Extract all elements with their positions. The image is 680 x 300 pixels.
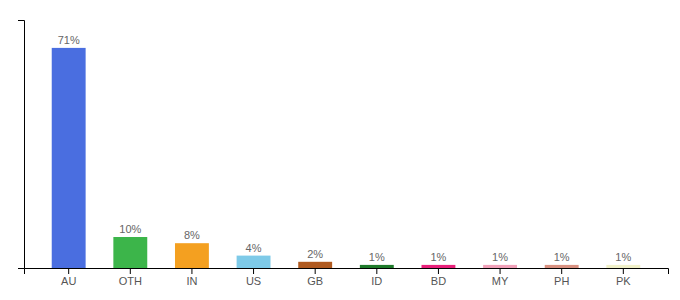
data-label: 1% [430, 251, 446, 263]
x-tick-mark [438, 268, 439, 274]
data-labels: 71% 10% 8% 4% 2% 1% 1% 1% 1% 1% [58, 34, 632, 263]
x-tick-mark [253, 268, 254, 274]
x-tick-mark [500, 268, 501, 274]
x-tick-label: IN [186, 275, 197, 287]
x-tick-label: BD [431, 275, 446, 287]
x-tick-mark [315, 268, 316, 274]
bar [237, 256, 271, 268]
x-tick: OTH [119, 268, 142, 287]
x-axis: AU OTH IN US GB ID BD MY PH PK [25, 268, 669, 287]
bar [483, 265, 517, 268]
x-tick: ID [371, 268, 382, 287]
data-label: 8% [184, 229, 200, 241]
x-tick-mark [623, 268, 624, 274]
x-tick-label: US [246, 275, 261, 287]
x-tick-mark [130, 268, 131, 274]
bar [360, 265, 394, 268]
x-tick: MY [492, 268, 509, 287]
data-label: 1% [554, 251, 570, 263]
x-tick-mark [561, 268, 562, 274]
x-tick: IN [186, 268, 197, 287]
data-label: 71% [58, 34, 80, 46]
bars [52, 48, 641, 268]
x-tick-label: PK [616, 275, 631, 287]
x-tick-label: ID [371, 275, 382, 287]
x-tick-label: AU [61, 275, 76, 287]
x-tick: AU [61, 268, 76, 287]
data-label: 2% [307, 248, 323, 260]
bar [421, 265, 455, 268]
data-label: 1% [492, 251, 508, 263]
x-tick: BD [431, 268, 446, 287]
chart: AU OTH IN US GB ID BD MY PH PK 71% 10% 8% 4% 2% 1% 1% 1% 1… [0, 0, 680, 300]
bar [113, 237, 147, 268]
x-tick: US [246, 268, 261, 287]
bar [298, 262, 332, 268]
x-tick-label: GB [307, 275, 323, 287]
y-axis-line [18, 21, 25, 269]
x-tick-mark [191, 268, 192, 274]
bar [606, 265, 640, 268]
y-axis [18, 21, 25, 269]
data-label: 4% [246, 242, 262, 254]
x-tick-label: MY [492, 275, 509, 287]
plot: AU OTH IN US GB ID BD MY PH PK 71% 10% 8% 4% 2% 1% 1% 1% 1… [18, 21, 669, 287]
bar [175, 243, 209, 268]
x-tick-label: OTH [119, 275, 142, 287]
data-label: 1% [369, 251, 385, 263]
bar [52, 48, 86, 268]
x-tick-mark [376, 268, 377, 274]
bar [545, 265, 579, 268]
x-tick: PK [616, 268, 631, 287]
x-tick-mark [68, 268, 69, 274]
data-label: 1% [615, 251, 631, 263]
x-tick: PH [554, 268, 569, 287]
x-tick-label: PH [554, 275, 569, 287]
x-axis-line [25, 269, 669, 275]
x-tick: GB [307, 268, 323, 287]
data-label: 10% [119, 223, 141, 235]
